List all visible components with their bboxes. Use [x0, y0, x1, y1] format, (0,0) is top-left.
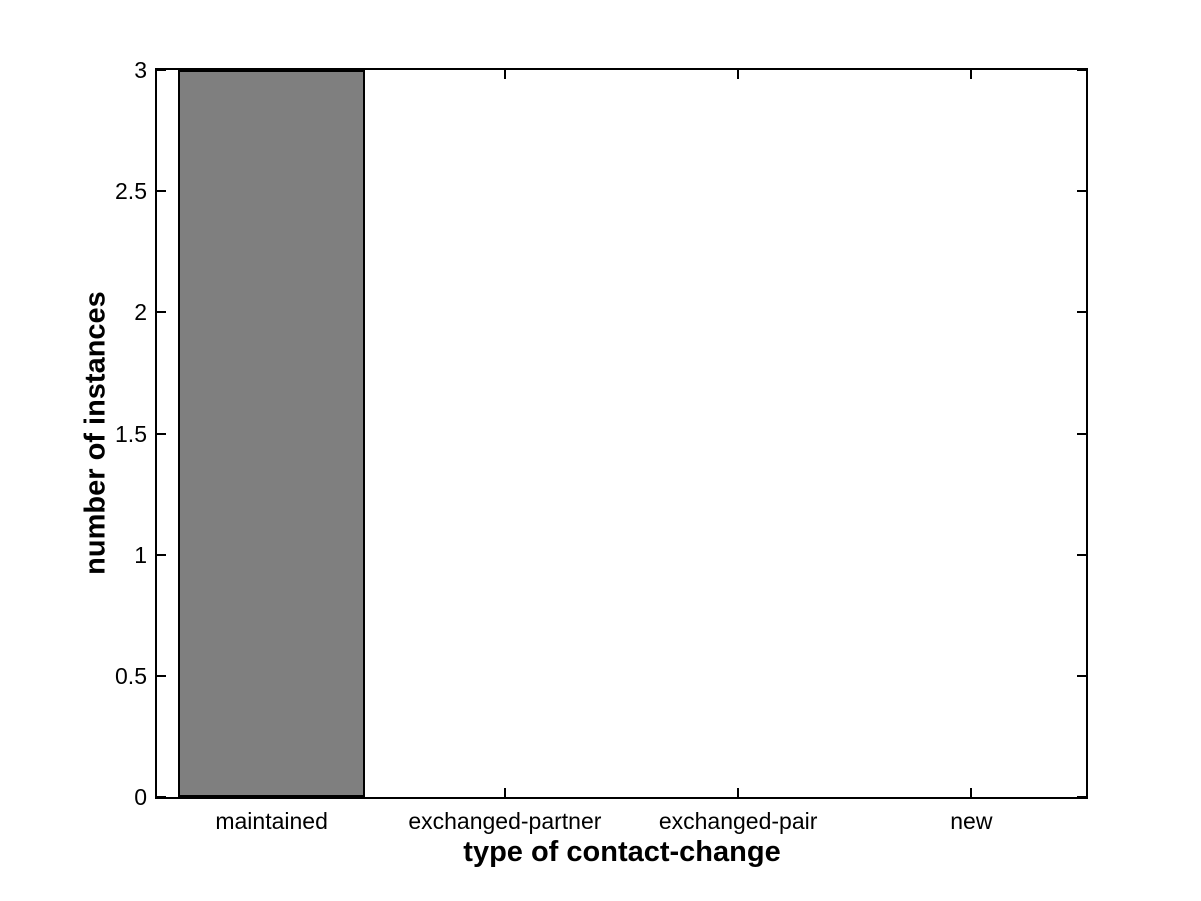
x-tick-mark-top — [970, 70, 973, 79]
x-tick-label: new — [950, 808, 993, 834]
x-tick-mark-top — [503, 70, 506, 79]
y-tick-mark-left — [157, 553, 166, 556]
y-tick-mark-right — [1077, 674, 1086, 677]
y-tick-mark-right — [1077, 311, 1086, 314]
x-tick-label: exchanged-partner — [408, 808, 602, 834]
x-tick-mark-bottom — [737, 788, 740, 797]
y-tick-mark-left — [157, 190, 166, 193]
y-tick-label: 3 — [134, 57, 147, 83]
y-tick-mark-left — [157, 432, 166, 435]
x-tick-mark-bottom — [503, 788, 506, 797]
y-tick-label: 0 — [134, 784, 147, 810]
y-tick-mark-right — [1077, 432, 1086, 435]
y-tick-mark-left — [157, 311, 166, 314]
y-tick-mark-right — [1077, 69, 1086, 71]
x-axis-label: type of contact-change — [463, 836, 781, 868]
y-tick-mark-right — [1077, 796, 1086, 798]
x-tick-label: exchanged-pair — [658, 808, 818, 834]
x-tick-mark-bottom — [970, 788, 973, 797]
y-tick-label: 2.5 — [115, 178, 147, 205]
x-tick-label: maintained — [215, 808, 328, 834]
x-tick-mark-top — [737, 70, 740, 79]
y-tick-label: 1 — [134, 541, 147, 568]
y-tick-mark-right — [1077, 553, 1086, 556]
y-tick-mark-left — [157, 69, 166, 71]
y-tick-mark-right — [1077, 190, 1086, 193]
y-tick-label: 1.5 — [115, 420, 147, 447]
y-tick-label: 2 — [134, 299, 147, 326]
bar-maintained — [178, 70, 365, 797]
y-tick-label: 0.5 — [115, 662, 147, 689]
y-tick-mark-left — [157, 796, 166, 798]
y-tick-mark-left — [157, 674, 166, 677]
plot-area — [155, 68, 1088, 799]
